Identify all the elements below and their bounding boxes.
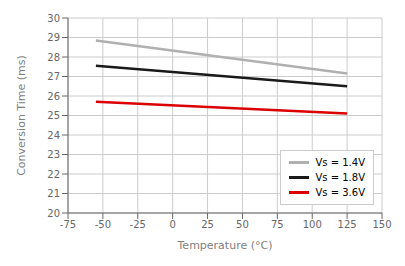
svg-text:21: 21: [47, 188, 60, 199]
svg-text:22: 22: [47, 169, 60, 180]
svg-text:27: 27: [47, 71, 60, 82]
html-text:Vs = 1.8V: Vs = 1.8V: [315, 172, 365, 183]
svg-text:30: 30: [47, 13, 60, 24]
svg-text:24: 24: [47, 130, 60, 141]
svg-text:25: 25: [201, 219, 214, 230]
svg-text:75: 75: [271, 219, 284, 230]
svg-text:-50: -50: [95, 219, 111, 230]
svg-text:-75: -75: [60, 219, 76, 230]
svg-text:26: 26: [47, 91, 60, 102]
svg-text:125: 125: [338, 219, 357, 230]
svg-text:28: 28: [47, 52, 60, 63]
svg-text:150: 150: [372, 219, 391, 230]
html-text:Vs = 3.6V: Vs = 3.6V: [315, 187, 365, 198]
svg-text:Conversion Time (ms): Conversion Time (ms): [15, 55, 28, 176]
svg-text:0: 0: [169, 219, 175, 230]
html-text:Vs = 1.4V: Vs = 1.4V: [315, 157, 365, 168]
svg-text:100: 100: [303, 219, 322, 230]
svg-text:50: 50: [236, 219, 249, 230]
svg-text:25: 25: [47, 110, 60, 121]
svg-text:29: 29: [47, 32, 60, 43]
svg-text:23: 23: [47, 149, 60, 160]
svg-text:-25: -25: [130, 219, 146, 230]
svg-text:20: 20: [47, 208, 60, 219]
svg-text:Temperature (°C): Temperature (°C): [177, 239, 273, 252]
